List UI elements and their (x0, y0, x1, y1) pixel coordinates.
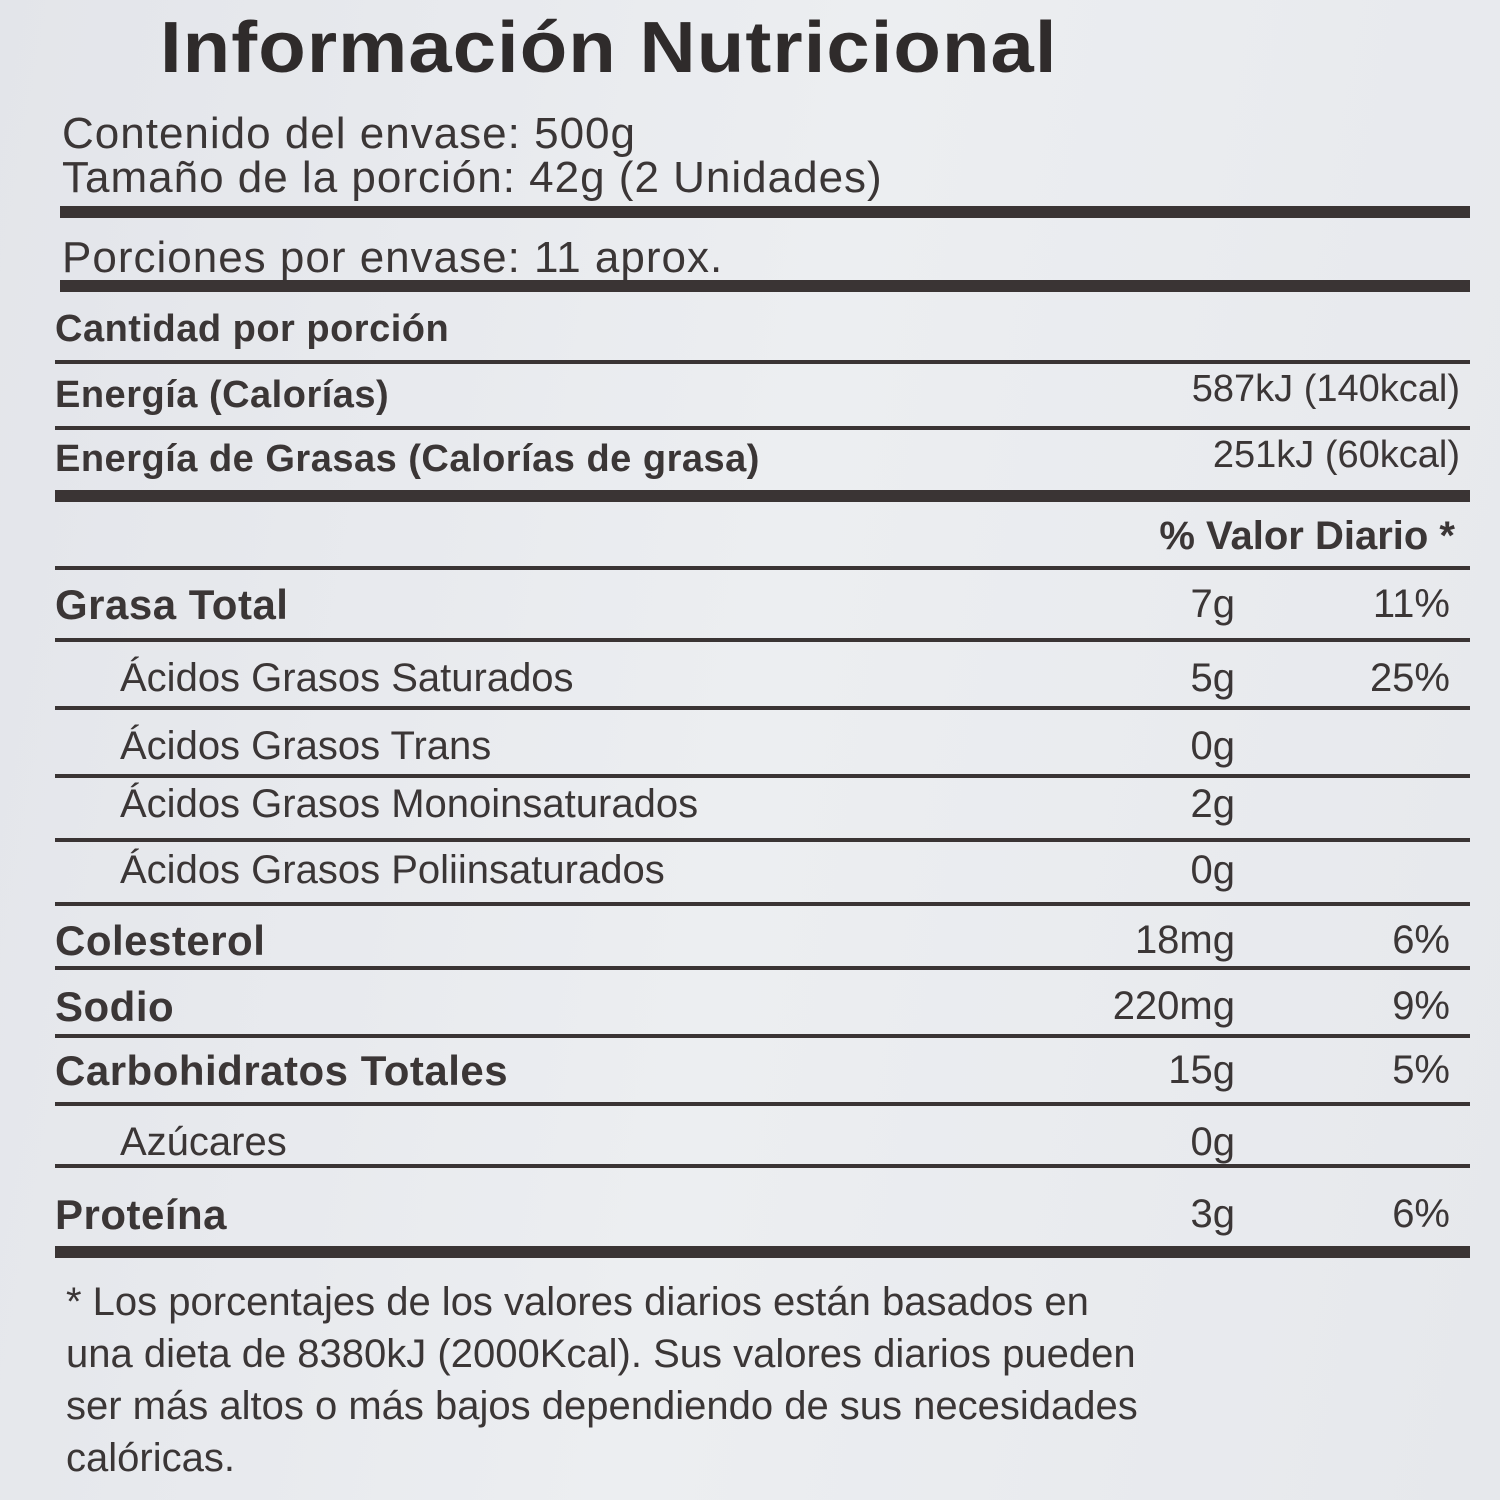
divider (55, 426, 1470, 430)
energy-value: 587kJ (140kcal) (1191, 368, 1460, 410)
nutrient-label: Carbohidratos Totales (55, 1047, 509, 1094)
nutrient-amount: 18mg (1134, 918, 1235, 962)
fat-energy-value: 251kJ (60kcal) (1212, 434, 1460, 476)
nutrient-daily-value: 6% (1392, 918, 1450, 962)
divider (55, 966, 1470, 970)
nutrient-amount: 3g (1190, 1192, 1236, 1236)
nutrient-label: Colesterol (55, 917, 266, 964)
nutrient-label: Ácidos Grasos Trans (120, 724, 492, 768)
label-title: Información Nutricional (160, 8, 1058, 88)
divider (60, 280, 1470, 292)
nutrient-amount: 2g (1190, 782, 1236, 826)
divider (55, 1164, 1470, 1168)
nutrient-amount: 0g (1190, 1120, 1236, 1164)
divider (55, 360, 1470, 364)
servings-per-package: Porciones por envase: 11 aprox. (62, 233, 724, 282)
nutrient-label: Grasa Total (55, 581, 289, 628)
footnote-line: * Los porcentajes de los valores diarios… (66, 1280, 1089, 1324)
divider (55, 706, 1470, 710)
nutrient-daily-value: 6% (1392, 1192, 1450, 1236)
divider (55, 490, 1470, 502)
nutrient-amount: 7g (1190, 582, 1236, 626)
nutrient-amount: 15g (1168, 1048, 1235, 1092)
daily-value-header: % Valor Diario * (1159, 514, 1455, 558)
nutrient-label: Sodio (55, 983, 175, 1030)
nutrient-label: Proteína (55, 1191, 228, 1238)
divider (60, 206, 1470, 218)
serving-size: Tamaño de la porción: 42g (2 Unidades) (62, 153, 883, 202)
package-content: Contenido del envase: 500g (62, 109, 636, 158)
divider (55, 638, 1470, 642)
divider (55, 774, 1470, 778)
nutrient-daily-value: 25% (1369, 656, 1450, 700)
divider (55, 1034, 1470, 1038)
footnote-line: ser más altos o más bajos dependiendo de… (66, 1384, 1138, 1428)
divider (55, 838, 1470, 842)
divider (55, 566, 1470, 570)
amount-per-serving: Cantidad por porción (55, 308, 450, 350)
nutrient-daily-value: 11% (1372, 582, 1450, 626)
nutrient-daily-value: 5% (1392, 1048, 1450, 1092)
nutrient-amount: 0g (1190, 848, 1236, 892)
nutrient-label: Ácidos Grasos Saturados (120, 656, 574, 700)
nutrient-amount: 0g (1190, 724, 1236, 768)
divider (55, 1102, 1470, 1106)
nutrient-label: Azúcares (120, 1120, 287, 1164)
nutrient-label: Ácidos Grasos Poliinsaturados (120, 848, 665, 892)
divider (55, 902, 1470, 906)
footnote-line: una dieta de 8380kJ (2000Kcal). Sus valo… (66, 1332, 1136, 1376)
footnote-line: calóricas. (66, 1436, 235, 1480)
nutrient-amount: 5g (1190, 656, 1236, 700)
fat-energy-label: Energía de Grasas (Calorías de grasa) (55, 438, 760, 480)
nutrient-label: Ácidos Grasos Monoinsaturados (120, 782, 699, 826)
divider (55, 1246, 1470, 1258)
nutrient-daily-value: 9% (1392, 984, 1450, 1028)
nutrient-amount: 220mg (1112, 984, 1235, 1028)
energy-label: Energía (Calorías) (55, 374, 390, 416)
